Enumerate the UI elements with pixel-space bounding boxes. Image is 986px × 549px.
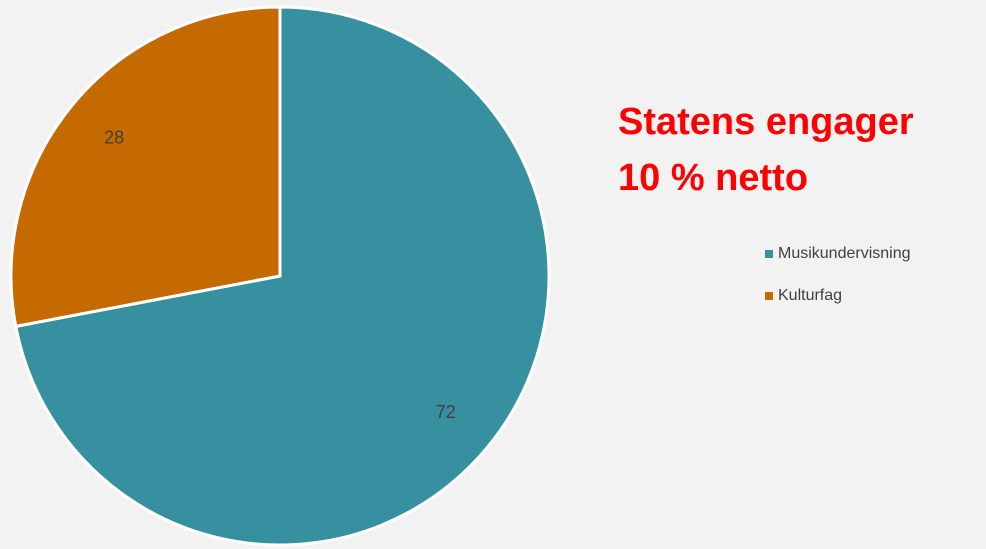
legend-swatch: [765, 250, 773, 258]
pie-slice: [14, 5, 551, 547]
legend-swatch: [765, 292, 773, 300]
pie-slice: [9, 5, 282, 329]
legend-label: Kulturfag: [778, 287, 842, 304]
chart-title: Statens engager: [618, 101, 914, 143]
data-label: 28: [104, 128, 124, 148]
chart-title: 10 % netto: [618, 157, 808, 199]
legend-label: Musikundervisning: [778, 245, 911, 262]
data-label: 72: [436, 402, 456, 422]
